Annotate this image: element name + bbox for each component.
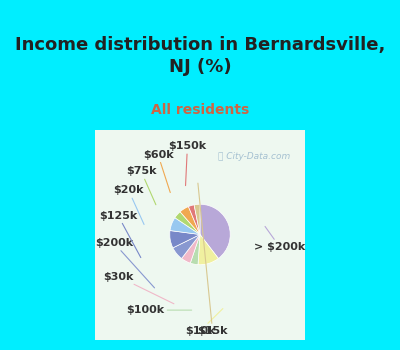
Bar — [95, 130, 305, 340]
Text: $20k: $20k — [113, 186, 144, 224]
Text: $60k: $60k — [143, 150, 173, 192]
Wedge shape — [200, 204, 230, 259]
Text: $150k: $150k — [168, 141, 206, 186]
Wedge shape — [190, 234, 200, 265]
Wedge shape — [180, 206, 200, 235]
Text: ⓘ City-Data.com: ⓘ City-Data.com — [218, 152, 291, 161]
Text: $10k: $10k — [185, 309, 223, 336]
Text: All residents: All residents — [151, 103, 249, 117]
Wedge shape — [182, 234, 200, 263]
Wedge shape — [188, 205, 200, 235]
Wedge shape — [198, 234, 218, 265]
Text: $15k: $15k — [197, 183, 228, 336]
Wedge shape — [170, 218, 200, 234]
Wedge shape — [175, 212, 200, 235]
Wedge shape — [173, 234, 200, 259]
Text: > $200k: > $200k — [254, 226, 306, 252]
Text: $30k: $30k — [103, 272, 174, 304]
Text: $100k: $100k — [126, 305, 192, 315]
Text: $125k: $125k — [99, 211, 141, 258]
Wedge shape — [194, 204, 200, 234]
Text: $75k: $75k — [126, 167, 156, 205]
Wedge shape — [170, 231, 200, 248]
Text: $200k: $200k — [95, 238, 154, 288]
Text: Income distribution in Bernardsville,
NJ (%): Income distribution in Bernardsville, NJ… — [15, 36, 385, 76]
